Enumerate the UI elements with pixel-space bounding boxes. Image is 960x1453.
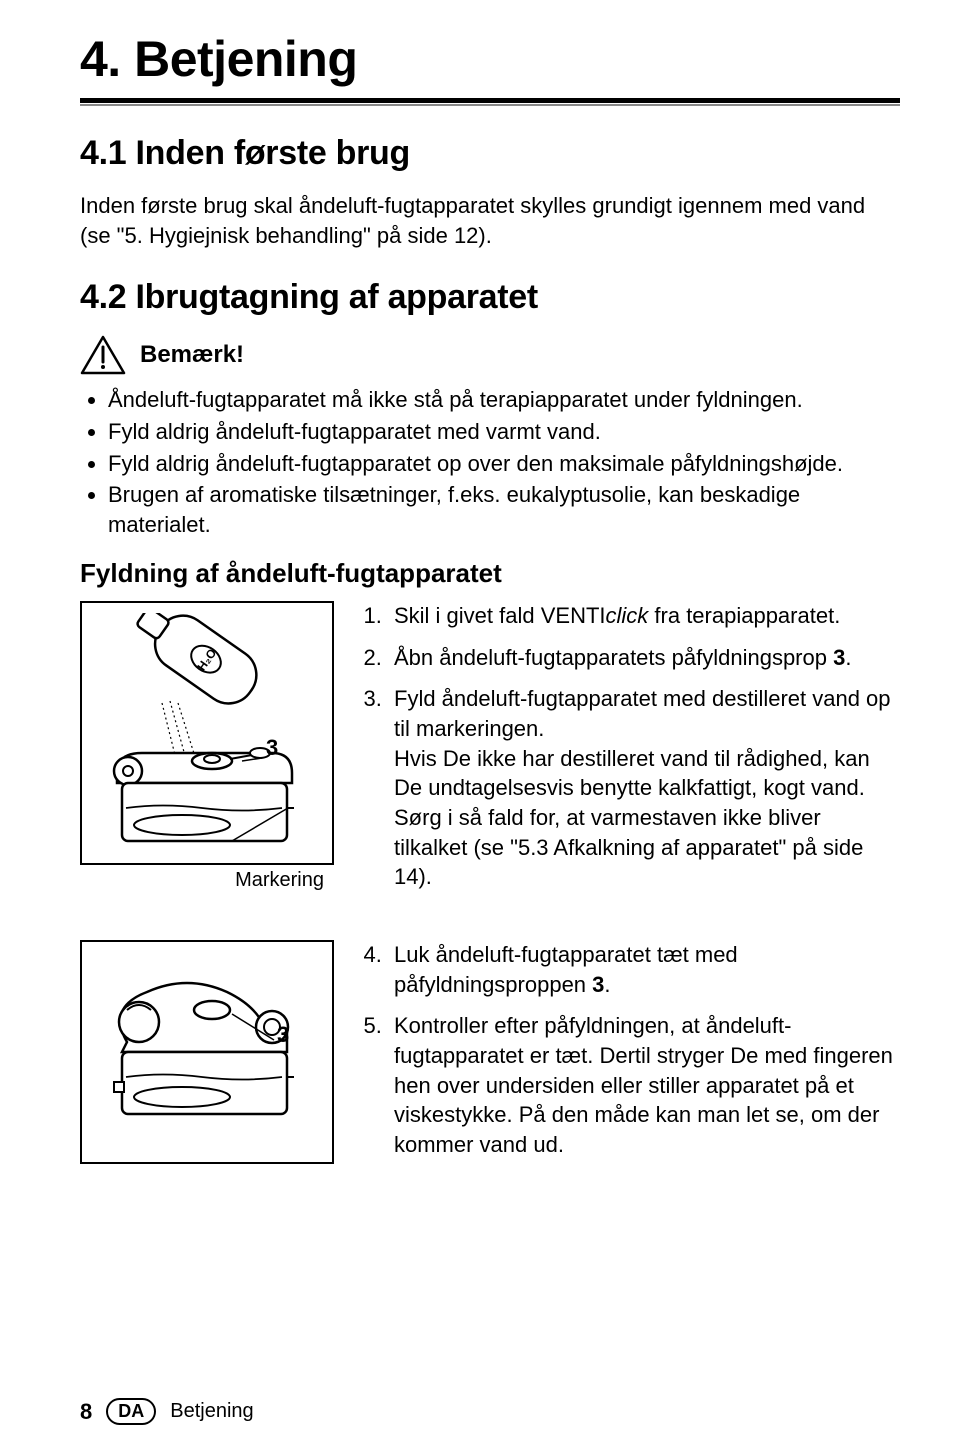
step-item: Åbn åndeluft-fugtapparatets påfyldningsp…: [388, 643, 900, 673]
lang-badge: DA: [106, 1398, 156, 1425]
subsection-heading: Fyldning af åndeluft-fugtapparatet: [80, 558, 900, 589]
notice-label: Bemærk!: [140, 341, 244, 369]
bullet-item: Fyld aldrig åndeluft-fugtapparatet med v…: [108, 417, 900, 447]
steps-list-2: Luk åndeluft-fugtapparatet tæt med påfyl…: [358, 940, 900, 1160]
section-41-intro: Inden første brug skal åndeluft-fugtappa…: [80, 191, 900, 250]
step-item: Skil i givet fald VENTIclick fra terapia…: [388, 601, 900, 631]
svg-text:3: 3: [266, 735, 278, 760]
notice-bullet-list: Åndeluft-fugtapparatet må ikke stå på te…: [80, 385, 900, 539]
step-item: Kontroller efter påfyldningen, at åndelu…: [388, 1011, 900, 1159]
figure-closed-humidifier: 3: [80, 940, 334, 1164]
bullet-item: Fyld aldrig åndeluft-fugtapparatet op ov…: [108, 449, 900, 479]
footer-section: Betjening: [170, 1400, 253, 1423]
figure-marking-label: Markering: [235, 869, 324, 891]
section-41-heading: 4.1 Inden første brug: [80, 134, 900, 173]
section-42-heading: 4.2 Ibrugtagning af apparatet: [80, 278, 900, 317]
steps-list-1: Skil i givet fald VENTIclick fra terapia…: [358, 601, 900, 892]
chapter-rule: [80, 98, 900, 106]
bullet-item: Åndeluft-fugtapparatet må ikke stå på te…: [108, 385, 900, 415]
page-footer: 8 DA Betjening: [80, 1398, 254, 1425]
warning-icon: [80, 335, 126, 375]
step-item: Fyld åndeluft-fugtapparatet med destille…: [388, 684, 900, 892]
bullet-item: Brugen af aromatiske tilsætninger, f.eks…: [108, 480, 900, 539]
page-number: 8: [80, 1399, 92, 1425]
figure-fill-humidifier: H₂O: [80, 601, 334, 865]
step-item: Luk åndeluft-fugtapparatet tæt med påfyl…: [388, 940, 900, 999]
chapter-title: 4. Betjening: [80, 30, 900, 88]
svg-text:3: 3: [277, 1022, 289, 1047]
